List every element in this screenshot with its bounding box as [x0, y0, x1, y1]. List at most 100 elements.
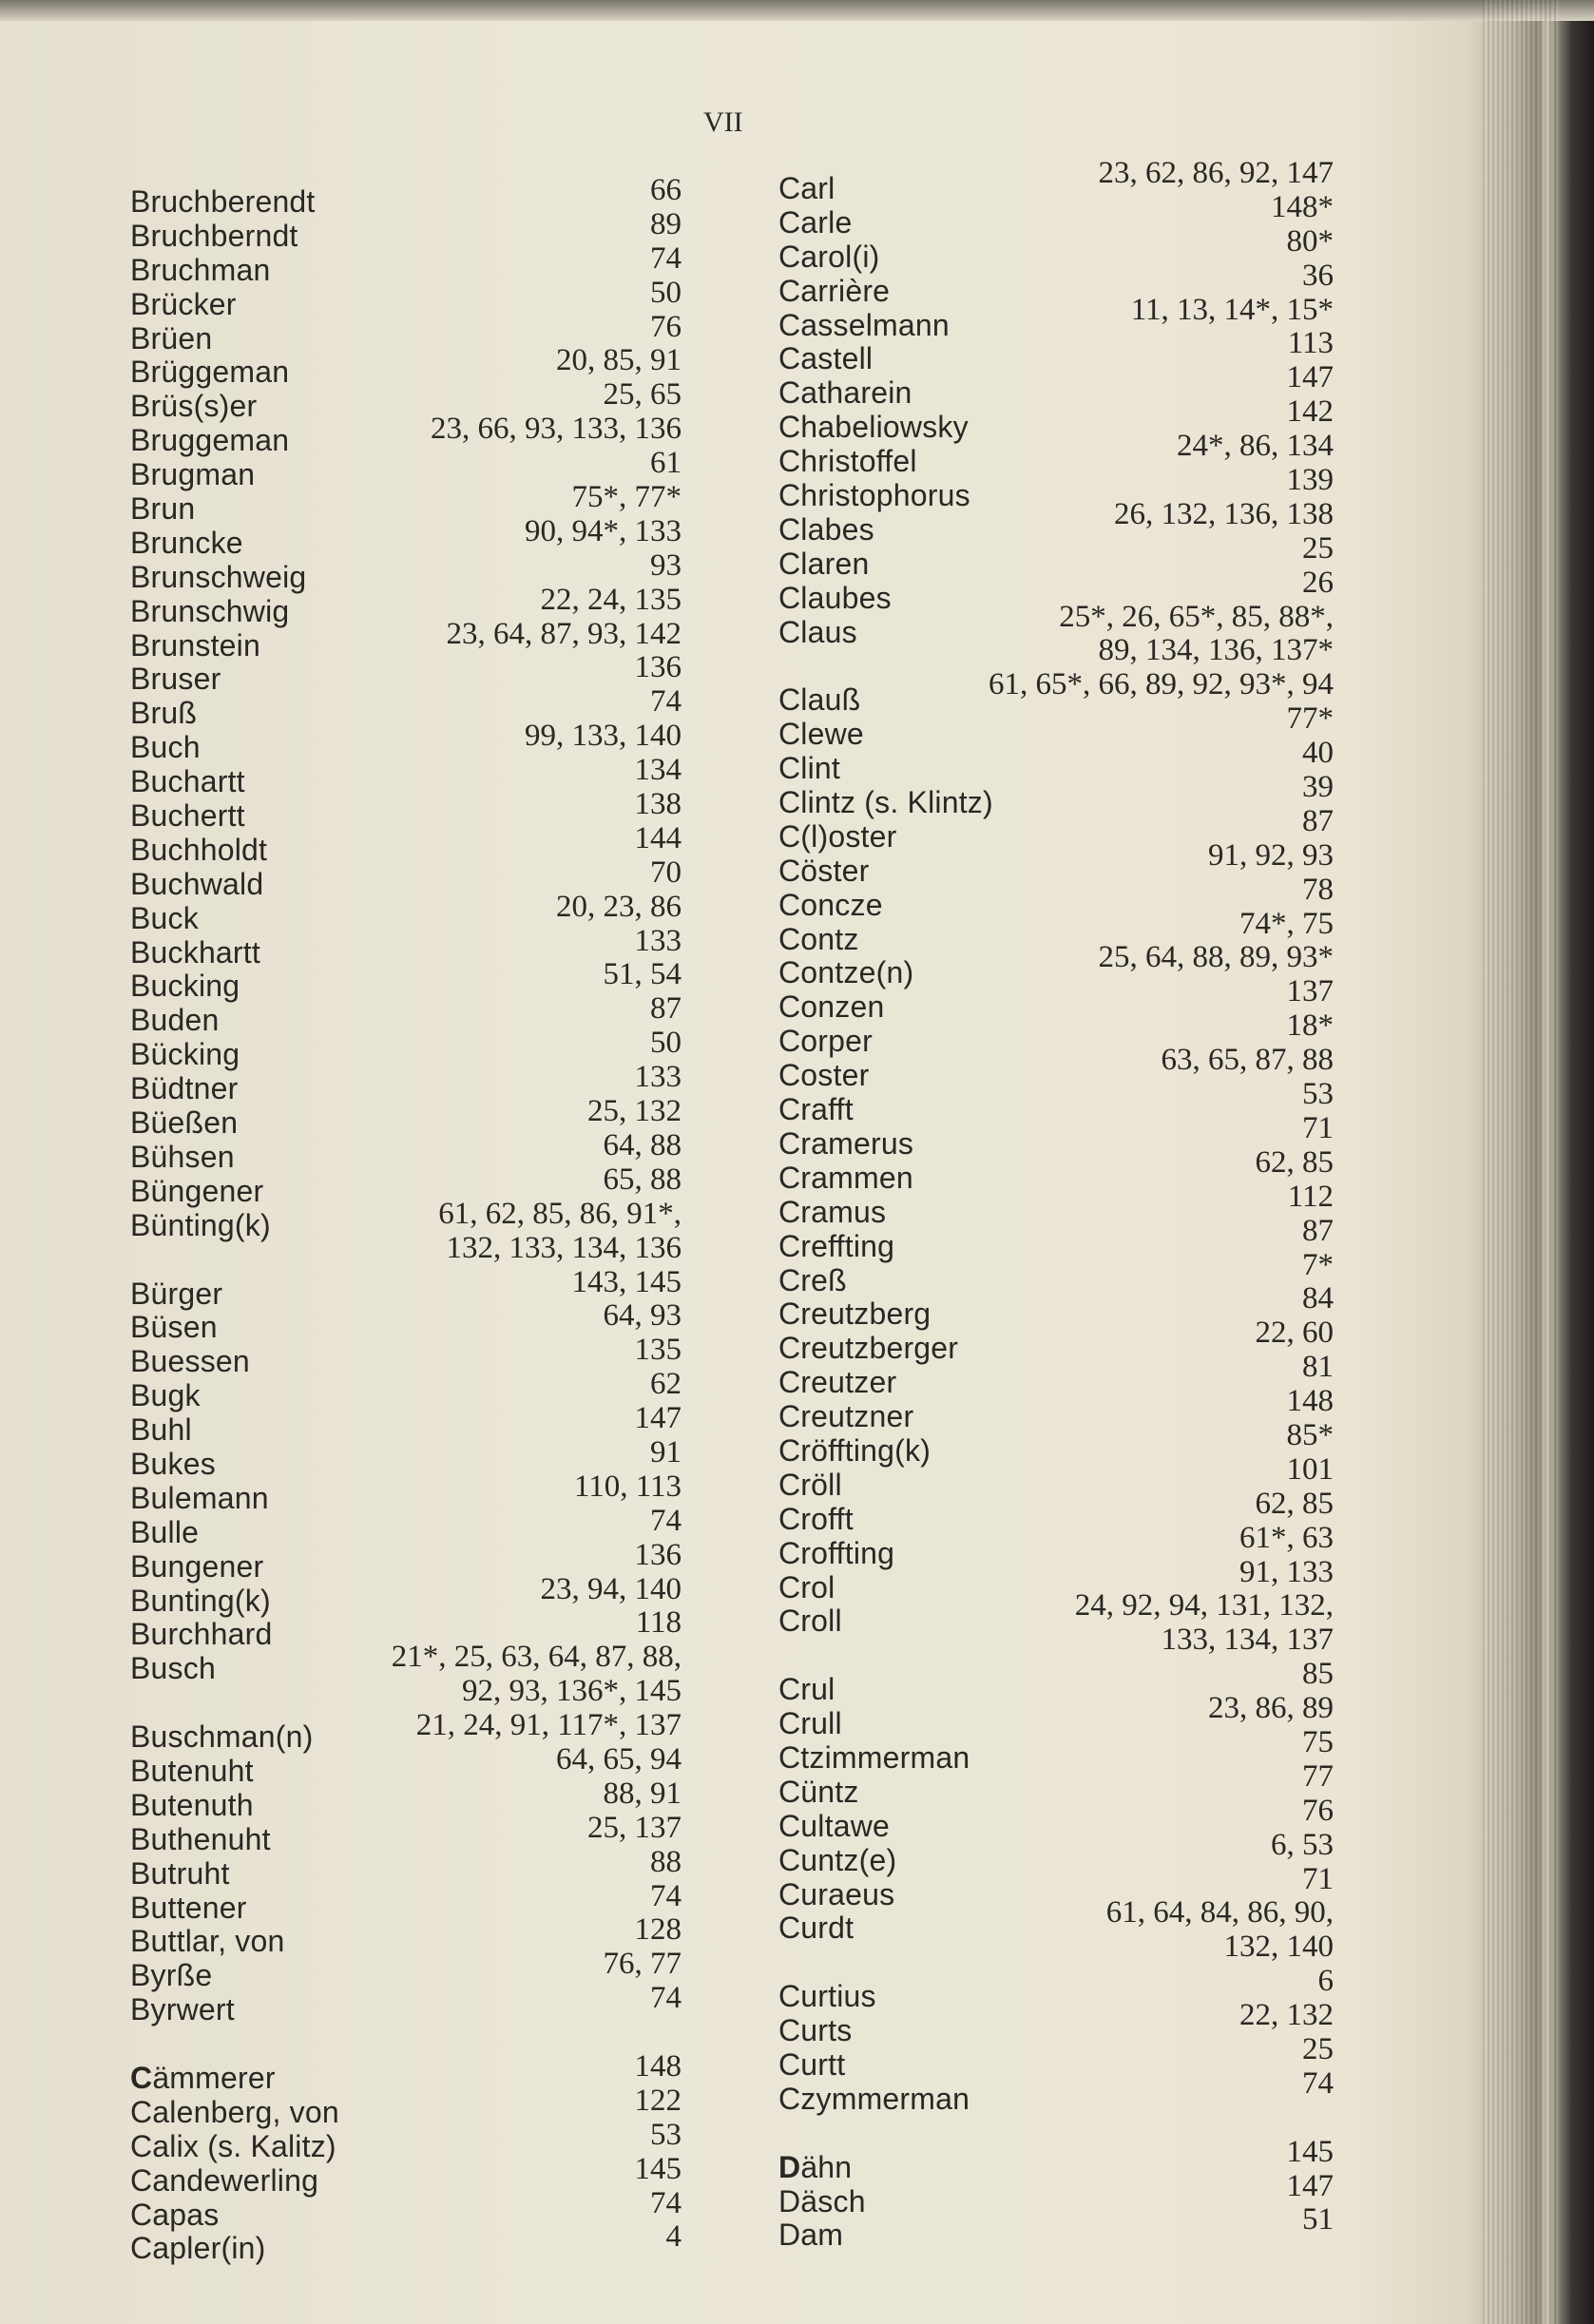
index-entry: Croll 24, 92, 94, 131, 132,: [778, 1588, 1334, 1638]
entry-name: Busch: [130, 1651, 216, 1686]
entry-name: Concze: [778, 887, 883, 922]
entry-pages: 147: [634, 1401, 682, 1436]
index-entry: Curts 22, 132: [778, 1998, 1334, 2047]
entry-name: Creutzner: [778, 1399, 914, 1434]
index-entry: Ctzimmerman 75: [778, 1725, 1334, 1775]
entry-name: Buchwald: [130, 866, 264, 901]
entry-pages: 64, 65, 94: [556, 1741, 682, 1777]
entry-name: Brugman: [130, 457, 256, 492]
entry-pages: 25, 64, 88, 89, 93*: [1098, 940, 1335, 975]
entry-pages: 91: [650, 1434, 682, 1469]
entry-name: Bruß: [130, 696, 198, 731]
index-entry: Cramerus 71: [778, 1111, 1334, 1161]
entry-name: Conzen: [778, 989, 885, 1025]
entry-name: Clintz (s. Klintz): [778, 785, 993, 820]
index-entry: 132, 133, 134, 136: [130, 1231, 682, 1273]
index-entry: Brücker 50: [130, 276, 682, 321]
index-entry: Creffting 87: [778, 1214, 1334, 1263]
entry-name: Carol(i): [778, 239, 880, 274]
index-entry: Buschman(n) 21, 24, 91, 117*, 137: [130, 1708, 682, 1754]
index-entry: Bruggeman 23, 66, 93, 133, 136: [130, 412, 682, 457]
index-entry: Bruß 74: [130, 684, 682, 730]
entry-pages: 113: [1287, 326, 1334, 361]
index-entry: Butenuth 88, 91: [130, 1777, 682, 1822]
entry-name: Clewe: [778, 717, 864, 752]
entry-pages: 88: [650, 1844, 682, 1879]
entry-pages: 61, 65*, 66, 89, 92, 93*, 94: [989, 667, 1334, 702]
entry-name: Brunstein: [130, 627, 260, 663]
entry-name: Bühsen: [130, 1139, 235, 1174]
entry-pages: 70: [650, 855, 682, 890]
index-entry: Bunting(k) 23, 94, 140: [130, 1572, 682, 1618]
entry-name: Dam: [778, 2218, 844, 2253]
entry-pages: 133: [634, 1060, 682, 1095]
index-entry: Cämmerer 148: [130, 2049, 682, 2095]
index-entry: Calix (s. Kalitz) 53: [130, 2118, 682, 2163]
entry-name: Cultawe: [778, 1808, 891, 1843]
entry-pages: 20, 85, 91: [556, 343, 682, 378]
entry-name: Clabes: [778, 511, 874, 547]
entry-name: Bruncke: [130, 525, 243, 560]
index-entry: Capas 74: [130, 2186, 682, 2232]
entry-name: Clauß: [778, 682, 861, 718]
entry-pages: 74: [1302, 2065, 1334, 2101]
entry-pages: 136: [634, 650, 682, 685]
entry-name: Buttener: [130, 1890, 247, 1925]
entry-pages: 118: [635, 1605, 682, 1641]
entry-pages: 87: [1302, 803, 1334, 838]
index-entry: Czymmerman 74: [778, 2066, 1334, 2116]
index-entry: Büngener 65, 88: [130, 1162, 682, 1208]
entry-name: Buch: [130, 730, 201, 765]
entry-pages: 85*: [1286, 1417, 1335, 1452]
entry-name: Cröffting(k): [778, 1432, 931, 1468]
index-entry: Claubes 26: [778, 566, 1334, 615]
entry-pages: 25, 132: [587, 1094, 682, 1129]
index-entry: Crofft 62, 85: [778, 1487, 1334, 1536]
index-entry: Carl 23, 62, 86, 92, 147: [778, 156, 1334, 205]
entry-name: Buttlar, von: [130, 1924, 285, 1959]
entry-name: Curtius: [778, 1979, 876, 2014]
index-entry: Bürger 143, 145: [130, 1265, 682, 1311]
entry-pages: 89, 134, 136, 137*: [1098, 633, 1335, 668]
index-entry: Cultawe 76: [778, 1794, 1334, 1843]
index-column-left: Bruchberendt 66 Bruchberndt 89 Bruchman 74 Brü…: [130, 173, 682, 2265]
entry-name: Calix (s. Kalitz): [130, 2128, 336, 2163]
entry-name: Crul: [778, 1672, 835, 1707]
entry-pages: 21*, 25, 63, 64, 87, 88,: [391, 1640, 682, 1675]
index-entry: Curaeus 71: [778, 1862, 1334, 1911]
index-entry: Bucking 51, 54: [130, 957, 682, 1003]
entry-pages: 132, 140: [1223, 1930, 1335, 1965]
entry-pages: 61: [650, 446, 682, 481]
entry-name: Claren: [778, 546, 870, 581]
entry-name: Buhl: [130, 1412, 192, 1448]
index-entry: Burchhard 118: [130, 1605, 682, 1651]
entry-name: Christoffel: [778, 444, 917, 479]
entry-pages: 23, 94, 140: [540, 1571, 682, 1606]
entry-pages: 64, 93: [603, 1298, 682, 1334]
entry-name: Crol: [778, 1569, 835, 1604]
entry-name: Buckhartt: [130, 934, 260, 970]
index-entry: Büdtner 133: [130, 1060, 682, 1105]
entry-name: Buthenuht: [130, 1821, 271, 1856]
index-entry: Curdt 61, 64, 84, 86, 90,: [778, 1895, 1334, 1945]
entry-pages: 81: [1302, 1350, 1334, 1385]
entry-pages: 24, 92, 94, 131, 132,: [1074, 1588, 1334, 1623]
entry-name: Bürger: [130, 1276, 223, 1311]
entry-name: Bulle: [130, 1514, 200, 1549]
entry-pages: 148*: [1271, 189, 1334, 224]
entry-name: Bulemann: [130, 1480, 269, 1515]
entry-pages: 148: [1286, 1384, 1335, 1419]
index-entry: Busch 21*, 25, 63, 64, 87, 88,: [130, 1640, 682, 1685]
entry-pages: 62: [650, 1367, 682, 1402]
index-entry: Däsch 147: [778, 2169, 1334, 2218]
entry-pages: 89: [650, 206, 682, 241]
index-entry: 92, 93, 136*, 145: [130, 1674, 682, 1716]
index-entry: Dähn 145: [778, 2135, 1334, 2184]
entry-pages: 122: [634, 2083, 682, 2118]
entry-name: Candewerling: [130, 2162, 319, 2198]
entry-pages: 62, 85: [1255, 1486, 1335, 1521]
entry-pages: 11, 13, 14*, 15*: [1130, 292, 1334, 327]
entry-name: Capler(in): [130, 2231, 266, 2266]
entry-pages: 137: [1286, 974, 1335, 1009]
index-entry: Bukes 91: [130, 1435, 682, 1481]
